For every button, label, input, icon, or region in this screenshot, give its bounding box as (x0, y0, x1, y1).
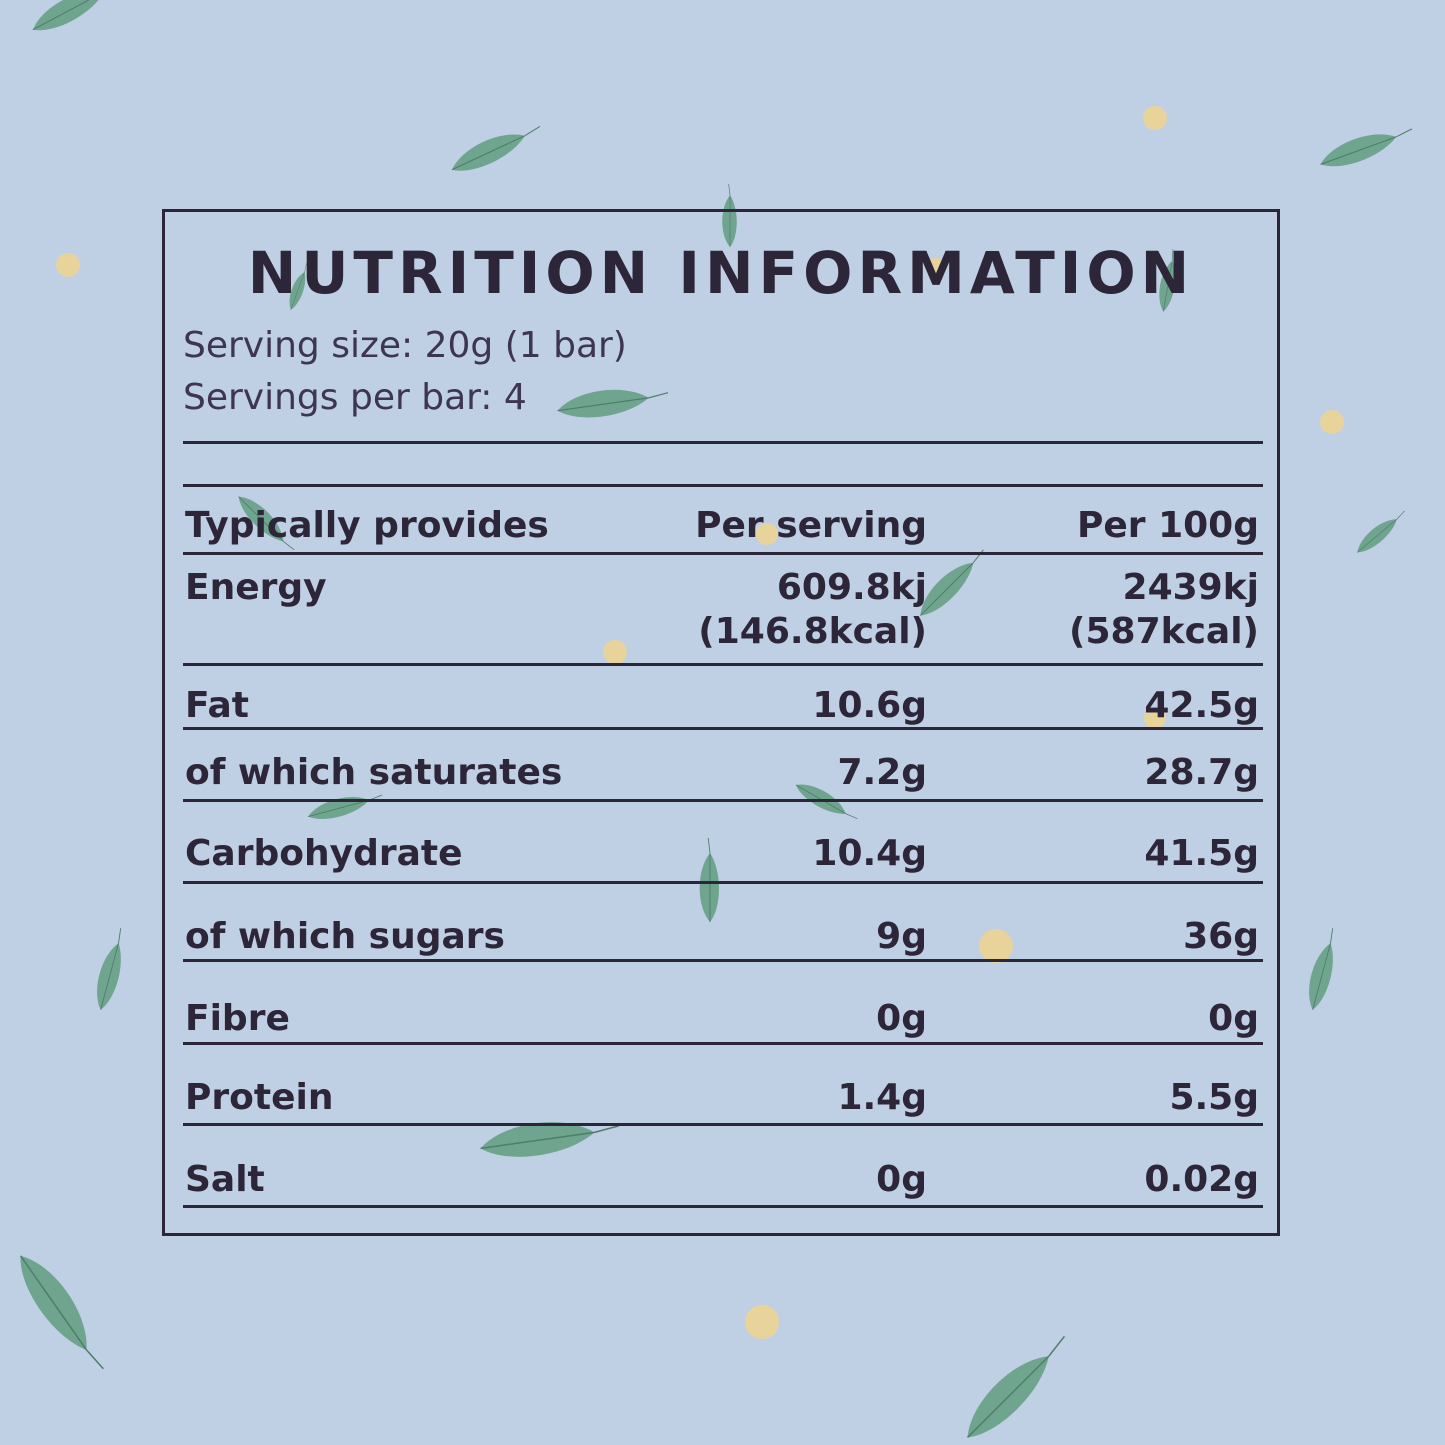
header-per-100g: Per 100g (1076, 505, 1259, 546)
energy-per-serving-kcal: (146.8kcal) (698, 611, 927, 652)
row-name-protein: Protein (185, 1077, 334, 1118)
divider (183, 552, 1263, 555)
row-name-carbohydrate: Carbohydrate (185, 833, 463, 874)
divider (183, 727, 1263, 730)
dot-decoration (745, 1305, 779, 1339)
salt-per-100g: 0.02g (1144, 1159, 1259, 1200)
sugars-per-100g: 36g (1183, 916, 1259, 957)
servings-per-text: Servings per bar: 4 (183, 377, 527, 418)
row-name-sugars: of which sugars (185, 916, 505, 957)
sugars-per-serving: 9g (876, 916, 927, 957)
saturates-per-serving: 7.2g (837, 752, 927, 793)
header-typically-provides: Typically provides (185, 505, 549, 546)
leaf-decoration (1351, 505, 1411, 558)
divider (183, 484, 1263, 487)
divider (183, 959, 1263, 962)
divider (183, 1123, 1263, 1126)
energy-per-100g-kcal: (587kcal) (1069, 611, 1259, 652)
leaf-decoration (1315, 118, 1417, 175)
salt-per-serving: 0g (876, 1159, 927, 1200)
divider (183, 441, 1263, 444)
fat-per-100g: 42.5g (1144, 685, 1259, 726)
energy-per-serving-kj: 609.8kj (776, 567, 927, 608)
row-name-energy: Energy (185, 567, 327, 608)
header-per-serving: Per serving (695, 505, 927, 546)
row-name-fibre: Fibre (185, 998, 290, 1039)
leaf-decoration (1302, 925, 1344, 1013)
divider (183, 1042, 1263, 1045)
leaf-decoration (90, 925, 132, 1013)
leaf-decoration (954, 1325, 1078, 1445)
divider (183, 881, 1263, 884)
row-name-salt: Salt (185, 1159, 265, 1200)
label-title: NUTRITION INFORMATION (247, 239, 1195, 307)
fat-per-serving: 10.6g (812, 685, 927, 726)
serving-size-text: Serving size: 20g (1 bar) (183, 325, 627, 366)
saturates-per-100g: 28.7g (1144, 752, 1259, 793)
leaf-decoration (7, 1245, 116, 1380)
leaf-decoration (446, 116, 546, 180)
dot-decoration (1320, 410, 1344, 434)
carbohydrate-per-100g: 41.5g (1144, 833, 1259, 874)
leaf-decoration (26, 0, 125, 40)
energy-per-100g-kj: 2439kj (1122, 567, 1259, 608)
nutrition-label-panel: NUTRITION INFORMATION Serving size: 20g … (162, 209, 1280, 1236)
fibre-per-100g: 0g (1208, 998, 1259, 1039)
row-name-saturates: of which saturates (185, 752, 563, 793)
fibre-per-serving: 0g (876, 998, 927, 1039)
carbohydrate-per-serving: 10.4g (812, 833, 927, 874)
protein-per-serving: 1.4g (837, 1077, 927, 1118)
dot-decoration (56, 253, 80, 277)
divider (183, 663, 1263, 666)
divider (183, 799, 1263, 802)
protein-per-100g: 5.5g (1169, 1077, 1259, 1118)
row-name-fat: Fat (185, 685, 249, 726)
dot-decoration (1143, 106, 1167, 130)
divider (183, 1205, 1263, 1208)
